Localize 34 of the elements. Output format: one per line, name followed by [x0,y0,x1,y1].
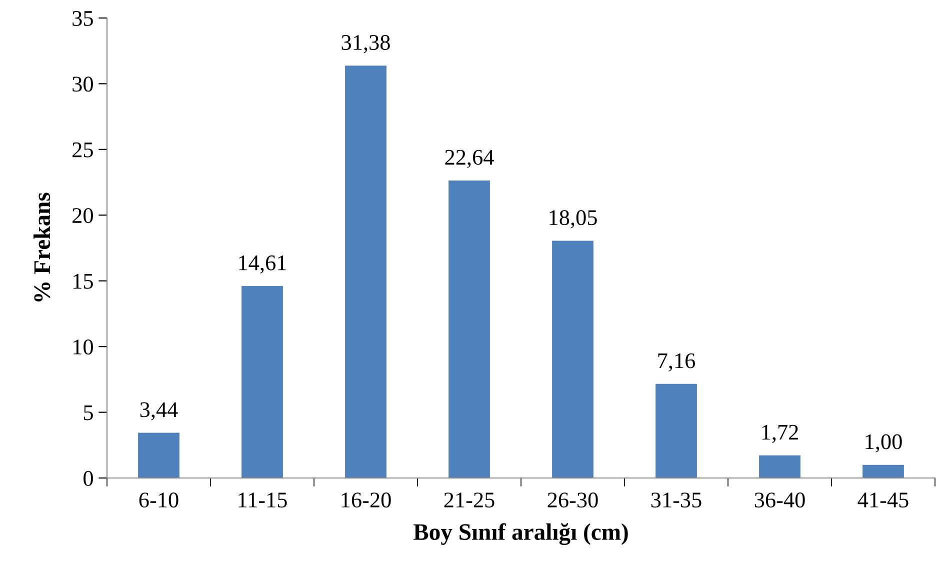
bar [448,180,490,478]
y-tick-label: 25 [72,142,93,158]
x-tick-label: 41-45 [858,492,908,508]
x-tick-label: 26-30 [548,492,598,508]
data-label: 14,61 [239,255,286,274]
data-label: 1,00 [866,434,902,452]
y-axis-title: % Frekans [34,192,50,302]
bar [552,240,594,478]
bar [345,66,386,478]
x-tick-label: 36-40 [754,492,805,508]
y-tick-label: 0 [84,470,93,486]
data-label: 3,44 [140,402,178,420]
bar [862,464,904,478]
bar [138,432,180,478]
x-tick-label: 16-20 [342,492,391,508]
x-tick-label: 11-15 [238,492,287,508]
data-label: 31,38 [342,34,390,54]
x-tick-label: 31-35 [651,492,702,508]
x-axis-title: Boy Sınıf aralığı (cm) [414,523,628,545]
x-tick-label: 6-10 [139,492,178,508]
bar [759,455,800,478]
bar [656,384,697,478]
data-label: 18,05 [550,210,597,228]
y-tick-label: 15 [74,274,93,289]
y-tick-label: 30 [72,76,93,92]
x-tick-label: 21-25 [444,492,494,508]
y-tick-label: 10 [74,340,93,354]
data-label: 7,16 [658,353,696,372]
bar [242,286,283,478]
y-tick-label: 5 [84,405,93,420]
y-tick-label: 35 [72,10,93,26]
data-label: 22,64 [445,150,494,168]
y-tick-label: 20 [72,208,93,224]
data-label: 1,72 [762,424,798,443]
